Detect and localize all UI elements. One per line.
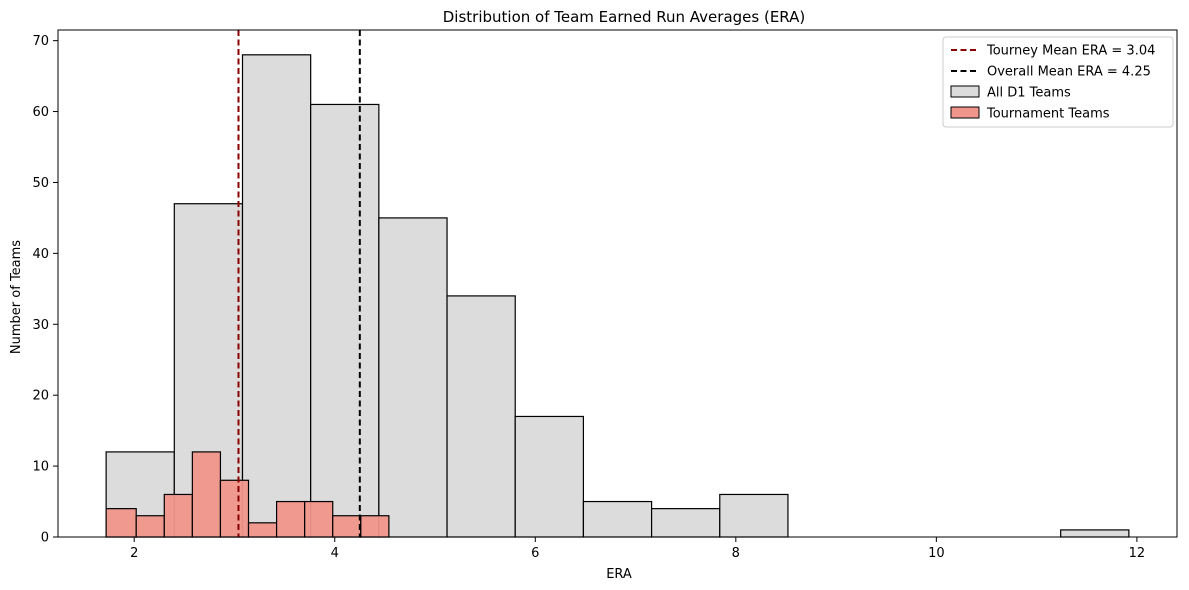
x-tick-label: 2 [130,546,138,561]
tournament-bar-8 [332,515,362,538]
x-tick-label: 12 [1129,546,1146,561]
tournament-bar-4 [219,479,250,538]
y-tick-label: 60 [32,105,49,120]
x-axis-label: ERA [606,567,632,582]
y-tick-label: 40 [32,247,49,262]
y-tick-label: 0 [41,531,49,546]
all-teams-bar-5 [446,295,516,538]
legend-label: All D1 Teams [987,86,1071,101]
y-tick-label: 10 [32,460,49,475]
legend-box [942,36,1174,128]
all-teams-bar-4 [378,217,448,538]
x-tick-label: 6 [531,546,539,561]
all-teams-bar-3 [310,103,380,538]
tournament-bar-9 [360,515,390,538]
all-teams-bar-8 [650,508,721,538]
tournament-bar-3 [191,451,222,538]
y-tick-label: 50 [32,176,49,191]
tournament-bar-6 [275,500,306,538]
y-tick-label: 20 [32,389,49,404]
y-tick-label: 70 [32,34,49,49]
y-axis-label: Number of Teams [9,240,24,354]
x-tick-label: 8 [732,546,740,561]
legend-label: Overall Mean ERA = 4.25 [987,65,1151,80]
tournament-bar-1 [135,515,165,538]
all-teams-bar-2 [241,54,312,538]
tournament-bar-2 [163,493,193,538]
all-teams-bar-7 [582,500,653,538]
all-teams-bar-14 [1060,529,1130,538]
y-axis-ticks: 0 10 20 30 40 50 60 70 [32,34,58,546]
mean-reference-lines [237,30,361,537]
legend-patch-marker [950,85,980,98]
plot-area-frame [57,29,1178,538]
tournament-bar-0 [105,508,137,538]
chart-legend: Tourney Mean ERA = 3.04 Overall Mean ERA … [942,36,1174,128]
chart-title: Distribution of Team Earned Run Averages… [443,8,805,26]
all-teams-bar-6 [514,415,585,538]
all-teams-bar-9 [719,493,789,538]
x-tick-label: 4 [331,546,339,561]
x-axis-ticks: 2 4 6 8 10 12 [130,537,1145,561]
legend-label: Tournament Teams [986,107,1110,122]
tournament-teams-bars [105,451,390,538]
legend-label: Tourney Mean ERA = 3.04 [986,44,1155,59]
legend-patch-marker [950,106,980,119]
x-tick-label: 10 [928,546,945,561]
tournament-bar-7 [304,500,334,538]
tournament-bar-5 [247,522,278,538]
y-tick-label: 30 [32,318,49,333]
